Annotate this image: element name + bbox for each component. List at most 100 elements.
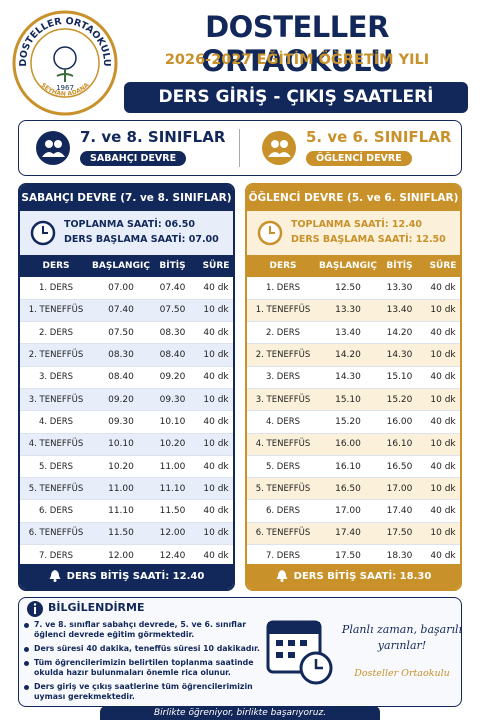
table-cell: 10.20 — [159, 439, 186, 450]
table-cell: 1. DERS — [38, 282, 74, 293]
column-header: SÜRE — [202, 261, 230, 271]
table-cell: 07.40 — [108, 305, 134, 316]
table-cell: 17.40 — [335, 528, 361, 539]
schedule: SABAHÇI DEVRE (7. ve 8. SINIFLAR) TOPLANM… — [18, 183, 235, 591]
table-cell: 40 dk — [203, 327, 229, 338]
table-cell: 6. DERS — [38, 506, 74, 517]
table-cell: 16.00 — [335, 439, 361, 450]
footer: Birlikte öğreniyor, birlikte başarıyoruz… — [100, 706, 380, 720]
table-cell: 5. TENEFFÜS — [255, 483, 311, 494]
column-header: BAŞLANGIÇ — [319, 261, 377, 271]
table-row: 5. DERS 10.20 11.00 40 dk — [20, 455, 233, 478]
table-row: 2. TENEFFÜS 08.30 08.40 10 dk — [20, 343, 233, 367]
end-time: DERS BİTİŞ SAATİ: 18.30 — [247, 564, 460, 589]
table-cell: 17.00 — [335, 506, 361, 517]
table-cell: 09.30 — [108, 416, 134, 427]
schedule-table: DERS BAŞLANGIÇ BİTİŞ SÜRE 1. DERS 07.00 07.40 4… — [20, 255, 233, 567]
table-cell: 4. TENEFFÜS — [28, 439, 84, 450]
table-row: 3. DERS 08.40 09.20 40 dk — [20, 366, 233, 389]
groups-box — [18, 120, 462, 176]
table-cell: 13.30 — [386, 282, 413, 293]
table-row: 4. DERS 09.30 10.10 40 dk — [20, 410, 233, 434]
table-cell: 3. DERS — [38, 372, 74, 383]
table-cell: 07.50 — [108, 327, 134, 338]
table-cell: 10 dk — [430, 394, 456, 405]
info-item: Tüm öğrencilerimizin belirtilen toplanma… — [18, 658, 278, 678]
table-cell: 40 dk — [203, 506, 229, 517]
group-title: 7. ve 8. SINIFLAR — [80, 128, 226, 146]
table-row: 3. DERS 14.30 15.10 40 dk — [247, 366, 460, 389]
table-cell: 10 dk — [203, 305, 229, 316]
table-cell: 40 dk — [203, 461, 229, 472]
year: 2026-2027 EĞİTİM ÖĞRETİM YILI — [164, 52, 430, 68]
end-time-text: DERS BİTİŞ SAATİ: 12.40 — [66, 571, 205, 582]
table-cell: 40 dk — [203, 550, 229, 561]
bullet — [24, 661, 29, 666]
table-cell: 40 dk — [430, 550, 456, 561]
schedule-title: ÖĞLENCİ DEVRE (5. ve 6. SINIFLAR) — [247, 185, 460, 211]
table-row: 6. TENEFFÜS 11.50 12.00 10 dk — [20, 522, 233, 545]
table-cell: 11.50 — [159, 506, 186, 517]
schedule-title: SABAHÇI DEVRE (7. ve 8. SINIFLAR) — [20, 185, 233, 211]
banner: DERS GİRİŞ - ÇIKIŞ SAATLERİ — [124, 82, 468, 113]
table-cell: 10.20 — [108, 461, 134, 472]
start-time: DERS BAŞLAMA SAATİ: 12.50 — [291, 234, 446, 245]
info-icon — [27, 601, 43, 617]
signature: Dosteller Ortaokulu — [354, 668, 450, 679]
table-cell: 3. TENEFFÜS — [28, 394, 84, 405]
end-time: DERS BİTİŞ SAATİ: 12.40 — [20, 564, 233, 589]
table-cell: 10 dk — [430, 483, 456, 494]
table-cell: 3. DERS — [265, 372, 301, 383]
table-cell: 5. TENEFFÜS — [28, 483, 84, 494]
table-cell: 10 dk — [430, 305, 456, 316]
table-cell: 07.00 — [108, 282, 134, 293]
bullet — [24, 623, 29, 628]
table-cell: 5. DERS — [265, 461, 301, 472]
table-cell: 16.10 — [335, 461, 361, 472]
bell-icon — [49, 569, 61, 585]
schedule-table: DERS BAŞLANGIÇ BİTİŞ SÜRE 1. DERS 12.50 13.30 4… — [247, 255, 460, 567]
table-row: 2. DERS 07.50 08.30 40 dk — [20, 321, 233, 344]
schedule-info: TOPLANMA SAATİ: 12.40 DERS BAŞLAMA SAATİ:… — [247, 211, 460, 255]
table-cell: 4. DERS — [265, 416, 301, 427]
table-cell: 16.50 — [335, 483, 361, 494]
table-cell: 2. TENEFFÜS — [28, 350, 84, 361]
group-shift: ÖĞLENCİ DEVRE — [306, 151, 412, 166]
table-row: 1. DERS 12.50 13.30 40 dk — [247, 277, 460, 300]
table-cell: 14.20 — [386, 327, 413, 338]
column-header: BİTİŞ — [386, 261, 413, 271]
logo: DOSTELLER ORTAOKULU 1967 SEYHAN ADANA — [12, 10, 118, 116]
info-item: Ders süresi 40 dakika, teneffüs süresi 1… — [18, 644, 278, 654]
start-time: DERS BAŞLAMA SAATİ: 07.00 — [64, 234, 219, 245]
table-cell: 2. TENEFFÜS — [255, 350, 311, 361]
table-cell: 15.10 — [386, 372, 413, 383]
table-row: 4. TENEFFÜS 10.10 10.20 10 dk — [20, 433, 233, 456]
table-cell: 10 dk — [203, 394, 229, 405]
table-cell: 13.40 — [386, 305, 413, 316]
table-cell: 07.40 — [159, 282, 186, 293]
table-cell: 17.50 — [386, 528, 413, 539]
table-cell: 3. TENEFFÜS — [255, 394, 311, 405]
bullet — [24, 647, 29, 652]
table-cell: 11.00 — [159, 461, 186, 472]
table-cell: 15.20 — [335, 416, 361, 427]
gathering-time: TOPLANMA SAATİ: 06.50 — [64, 219, 195, 230]
table-row: 3. TENEFFÜS 09.20 09.30 10 dk — [20, 388, 233, 411]
table-cell: 10 dk — [203, 528, 229, 539]
table-cell: 11.00 — [108, 483, 134, 494]
info-box — [18, 597, 462, 707]
slogan: Planlı zaman, başarılı yarınlar! — [341, 623, 463, 652]
column-header: SÜRE — [429, 261, 457, 271]
table-cell: 12.40 — [159, 550, 186, 561]
group-shift: SABAHÇI DEVRE — [80, 151, 187, 166]
schedule-info: TOPLANMA SAATİ: 06.50 DERS BAŞLAMA SAATİ:… — [20, 211, 233, 255]
table-cell: 40 dk — [430, 282, 456, 293]
table-cell: 40 dk — [203, 282, 229, 293]
table-row: 5. DERS 16.10 16.50 40 dk — [247, 455, 460, 478]
table-cell: 40 dk — [430, 372, 456, 383]
info-item: 7. ve 8. sınıflar sabahçı devrede, 5. ve… — [18, 620, 278, 640]
table-cell: 10 dk — [430, 528, 456, 539]
table-cell: 6. DERS — [265, 506, 301, 517]
end-time-text: DERS BİTİŞ SAATİ: 18.30 — [293, 571, 432, 582]
table-cell: 1. TENEFFÜS — [28, 305, 84, 316]
